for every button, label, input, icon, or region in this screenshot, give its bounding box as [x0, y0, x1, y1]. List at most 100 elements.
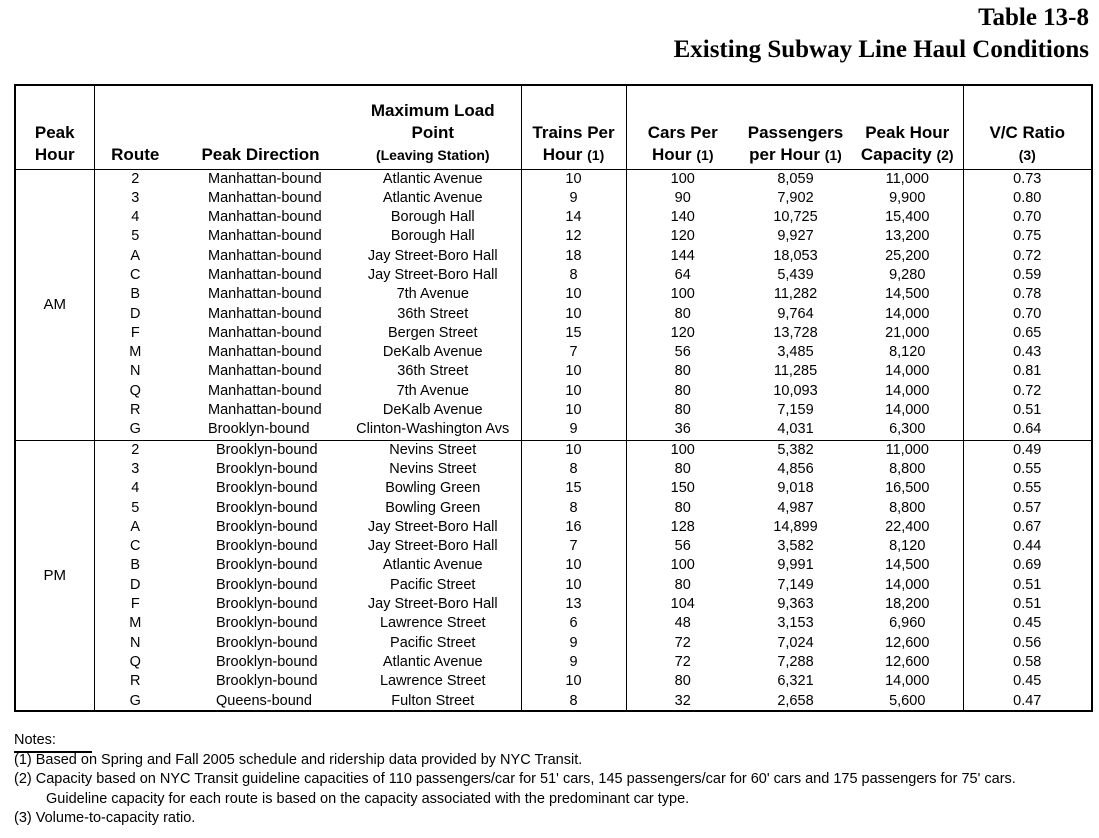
- trains-per-hour-cell: 9: [520, 188, 626, 209]
- route-cell: A: [93, 246, 176, 266]
- header-passengers-unit: per Hour: [749, 144, 820, 164]
- header-cars-line1: Cars Per: [647, 122, 718, 142]
- route-cell: M: [93, 614, 176, 634]
- route-cell: Q: [93, 381, 176, 402]
- peak-direction-cell: Brooklyn-bound: [216, 480, 318, 497]
- peak-hour-capacity-cell: 14,500: [885, 286, 930, 303]
- peak-direction-cell: Brooklyn-bound: [216, 460, 318, 477]
- table-row: M Brooklyn-bound Lawrence Street 6 48 3,153 6,…: [16, 614, 1091, 634]
- peak-direction-cell: Brooklyn-bound: [216, 596, 318, 613]
- trains-per-hour-cell: 7: [520, 343, 626, 363]
- header-capacity-line2: Capacity (2): [852, 144, 963, 166]
- table-row: B Brooklyn-bound Atlantic Avenue 10 100 9,991…: [16, 556, 1091, 576]
- notes-section: Notes: (1) Based on Spring and Fall 2005…: [14, 731, 1093, 829]
- vc-ratio-cell: 0.70: [962, 208, 1091, 228]
- trains-per-hour-cell: 6: [520, 614, 626, 634]
- cars-per-hour-cell: 120: [625, 227, 739, 247]
- peak-hour-capacity-cell: 9,900: [889, 189, 926, 206]
- peak-direction-cell: Manhattan-bound: [208, 228, 322, 245]
- table-row: F Manhattan-bound Bergen Street 15 120 13,728…: [16, 323, 1091, 344]
- peak-hour-capacity-cell: 6,300: [889, 421, 926, 438]
- route-cell: B: [93, 285, 176, 305]
- vc-ratio-cell: 0.78: [962, 285, 1091, 305]
- header-trains-note: (1): [587, 146, 605, 163]
- header-route: Route: [93, 86, 176, 170]
- table-row: 5 Brooklyn-bound Bowling Green 8 80 4,987 8,80…: [16, 498, 1091, 518]
- vc-ratio-cell: 0.64: [962, 420, 1091, 441]
- max-load-point-cell: 7th Avenue: [396, 286, 469, 303]
- vc-ratio-cell: 0.44: [962, 537, 1091, 557]
- trains-per-hour-cell: 10: [520, 285, 626, 305]
- peak-direction-cell: Manhattan-bound: [208, 247, 322, 264]
- table-row: G Brooklyn-bound Clinton-Washington Avs 9 36…: [16, 420, 1091, 441]
- route-cell: B: [93, 556, 176, 576]
- peak-hour-capacity-cell: 14,000: [885, 576, 930, 593]
- passengers-per-hour-cell: 18,053: [773, 247, 818, 264]
- passengers-per-hour-cell: 10,093: [773, 382, 818, 399]
- max-load-point-cell: Pacific Street: [390, 634, 476, 651]
- table-row: 3 Manhattan-bound Atlantic Avenue 9 90 7,902 9…: [16, 188, 1091, 209]
- peak-hour-capacity-cell: 14,000: [885, 673, 930, 690]
- header-trains-line2: Hour (1): [522, 144, 626, 166]
- cars-per-hour-cell: 56: [625, 537, 739, 557]
- trains-per-hour-cell: 8: [520, 498, 626, 518]
- table-row: 4 Manhattan-bound Borough Hall 14 140 10,725 1…: [16, 208, 1091, 228]
- header-trains: Trains Per Hour (1): [520, 86, 626, 170]
- cars-per-hour-cell: 100: [625, 556, 739, 576]
- header-peak-direction: Peak Direction: [176, 86, 345, 170]
- max-load-point-cell: Bowling Green: [385, 480, 481, 497]
- peak-hour-capacity-cell: 13,200: [885, 228, 930, 245]
- passengers-per-hour-cell: 9,363: [777, 596, 814, 613]
- peak-hour-capacity-cell: 8,120: [889, 538, 926, 555]
- max-load-point-cell: Bergen Street: [388, 324, 478, 341]
- table-row: 5 Manhattan-bound Borough Hall 12 120 9,927 13…: [16, 227, 1091, 247]
- route-cell: C: [93, 265, 176, 286]
- table-row: F Brooklyn-bound Jay Street-Boro Hall 13 104…: [16, 595, 1091, 615]
- peak-hour-capacity-cell: 15,400: [885, 209, 930, 226]
- peak-hour-capacity-cell: 16,500: [885, 480, 930, 497]
- table-body: AM 2 Manhattan-bound Atlantic Avenue 10 100 8,…: [16, 169, 1091, 711]
- cars-per-hour-cell: 80: [625, 498, 739, 518]
- cars-per-hour-cell: 36: [625, 420, 739, 441]
- peak-hour-capacity-cell: 5,600: [889, 692, 926, 709]
- peak-hour-capacity-cell: 22,400: [885, 518, 930, 535]
- route-cell: 5: [93, 227, 176, 247]
- cars-per-hour-cell: 128: [625, 517, 739, 538]
- vc-ratio-cell: 0.51: [962, 595, 1091, 615]
- header-cars-line2: Hour (1): [627, 144, 740, 166]
- vc-ratio-cell: 0.81: [962, 362, 1091, 382]
- max-load-point-cell: Atlantic Avenue: [382, 170, 483, 187]
- cars-per-hour-cell: 150: [625, 479, 739, 499]
- route-cell: F: [93, 595, 176, 615]
- passengers-per-hour-cell: 11,282: [773, 286, 818, 303]
- peak-hour-cell: PM: [16, 439, 94, 711]
- cars-per-hour-cell: 64: [625, 265, 739, 286]
- table-row: 4 Brooklyn-bound Bowling Green 15 150 9,018 16…: [16, 479, 1091, 499]
- trains-per-hour-cell: 8: [520, 691, 626, 711]
- table-row: G Queens-bound Fulton Street 8 32 2,658 5,600 0…: [16, 691, 1091, 711]
- max-load-point-cell: Lawrence Street: [379, 615, 486, 632]
- vc-ratio-cell: 0.67: [962, 517, 1091, 538]
- vc-ratio-cell: 0.58: [962, 652, 1091, 673]
- max-load-point-cell: Borough Hall: [390, 209, 475, 226]
- max-load-point-cell: Pacific Street: [390, 576, 476, 593]
- max-load-point-cell: Nevins Street: [345, 439, 521, 460]
- cars-per-hour-cell: 80: [625, 672, 739, 692]
- passengers-per-hour-cell: 3,153: [777, 615, 814, 632]
- header-route-text: Route: [111, 144, 160, 164]
- peak-direction-cell: Manhattan-bound: [208, 170, 322, 187]
- vc-ratio-cell: 0.70: [962, 304, 1091, 324]
- note-3: (3) Volume-to-capacity ratio.: [14, 810, 196, 826]
- vc-ratio-cell: 0.80: [962, 188, 1091, 209]
- header-trains-unit: Hour: [542, 144, 583, 164]
- cars-per-hour-cell: 80: [625, 459, 739, 480]
- vc-ratio-cell: 0.45: [962, 672, 1091, 692]
- header-peak-hour-line1: Peak: [34, 122, 75, 142]
- cars-per-hour-cell: 80: [625, 401, 739, 421]
- peak-hour-capacity-cell: 8,800: [889, 499, 926, 516]
- subway-line-haul-table: Peak Hour Route Peak Direction Maximum L…: [16, 86, 1091, 711]
- vc-ratio-cell: 0.45: [962, 614, 1091, 634]
- peak-direction-cell: Brooklyn-bound: [216, 653, 318, 670]
- table-row: R Manhattan-bound DeKalb Avenue 10 80 7,159 14…: [16, 401, 1091, 421]
- vc-ratio-cell: 0.55: [962, 479, 1091, 499]
